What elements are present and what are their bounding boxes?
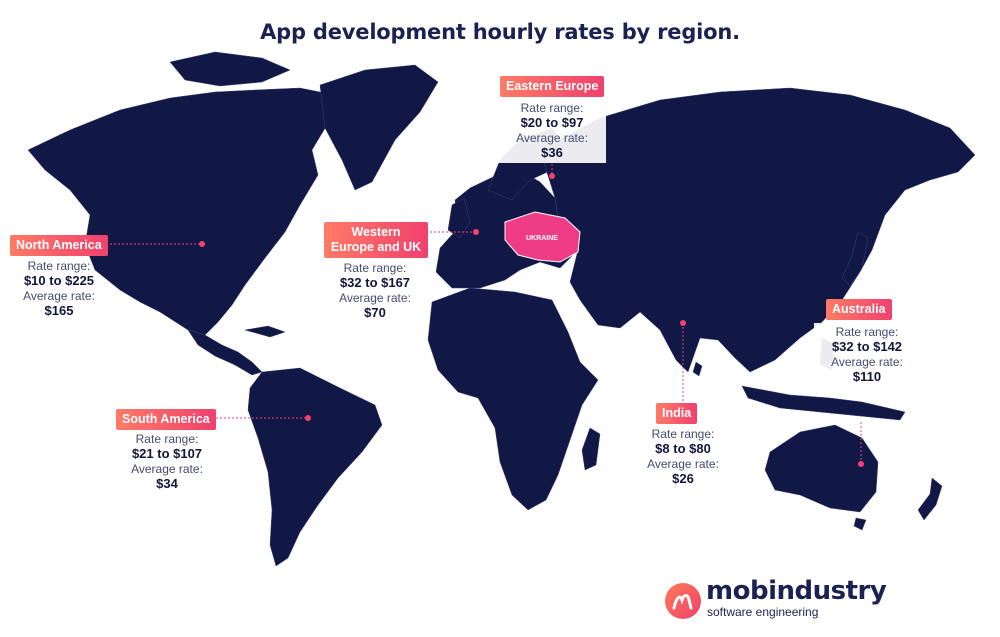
region-badge-eastern-europe: Eastern Europe	[500, 76, 605, 97]
new-zealand-landmass	[917, 477, 943, 521]
sri-lanka-landmass	[692, 361, 703, 377]
average-rate-label: Average rate:	[339, 291, 411, 305]
dot-south-america	[305, 415, 311, 421]
logo-tagline: software engineering	[707, 605, 819, 619]
average-rate-value: $110	[852, 369, 882, 384]
caribbean-islands	[244, 325, 286, 338]
region-badge-australia: Australia	[826, 299, 892, 320]
average-rate-value: $165	[44, 303, 74, 318]
rate-range-label: Rate range:	[520, 101, 584, 115]
asia-landmass	[539, 87, 976, 373]
location-dots	[199, 173, 864, 467]
dot-india	[680, 320, 686, 326]
continents	[27, 51, 976, 567]
tasmania-landmass	[853, 517, 867, 531]
madagascar-landmass	[581, 427, 601, 471]
region-card-south-america: Rate range: $21 to $107 Average rate: $3…	[118, 432, 216, 492]
rate-range-label: Rate range:	[835, 325, 899, 339]
average-rate-value: $36	[541, 145, 563, 160]
dot-western-europe	[473, 229, 479, 235]
rate-range-value: $10 to $225	[23, 273, 95, 288]
rate-range-value: $32 to $142	[831, 339, 903, 354]
mobindustry-logo-icon	[665, 583, 701, 619]
indonesia-islands	[741, 385, 906, 421]
rate-range-label: Rate range:	[651, 427, 715, 441]
ukraine-highlight	[504, 211, 581, 263]
region-card-australia: Rate range: $32 to $142 Average rate: $1…	[814, 323, 920, 387]
region-card-north-america: Rate range: $10 to $225 Average rate: $1…	[10, 259, 108, 319]
logo-name: mobindustry	[706, 576, 887, 606]
rate-range-value: $8 to $80	[655, 441, 711, 456]
average-rate-label: Average rate:	[831, 355, 903, 369]
average-rate-label: Average rate:	[516, 131, 588, 145]
region-card-india: Rate range: $8 to $80 Average rate: $26	[640, 427, 726, 487]
arctic-islands	[169, 51, 291, 87]
dot-eastern-europe	[549, 173, 555, 179]
region-badge-western-europe: Western Europe and UK	[324, 222, 428, 258]
australia-landmass	[764, 424, 879, 513]
dot-north-america	[199, 241, 205, 247]
average-rate-label: Average rate:	[647, 457, 719, 471]
region-badge-south-america: South America	[116, 409, 216, 430]
region-card-eastern-europe: Rate range: $20 to $97 Average rate: $36	[498, 99, 606, 163]
japan-landmass	[841, 231, 869, 287]
region-badge-india: India	[656, 403, 698, 424]
average-rate-value: $70	[364, 305, 386, 320]
region-card-western-europe: Rate range: $32 to $167 Average rate: $7…	[322, 261, 428, 321]
rate-range-label: Rate range:	[27, 259, 91, 273]
rate-range-value: $21 to $107	[131, 446, 203, 461]
average-rate-label: Average rate:	[23, 289, 95, 303]
south-america-landmass	[247, 367, 383, 567]
average-rate-value: $34	[156, 476, 178, 491]
north-america-landmass	[27, 87, 336, 336]
rate-range-value: $32 to $167	[339, 275, 411, 290]
average-rate-label: Average rate:	[131, 462, 203, 476]
dot-australia	[858, 461, 864, 467]
africa-landmass	[427, 287, 599, 511]
greenland-landmass	[319, 64, 439, 191]
rate-range-label: Rate range:	[343, 261, 407, 275]
rate-range-value: $20 to $97	[520, 115, 584, 130]
average-rate-value: $26	[672, 471, 694, 486]
ukraine-label: UKRAINE	[526, 235, 558, 242]
uk-landmass	[447, 197, 471, 239]
page-title: App development hourly rates by region.	[260, 20, 740, 44]
central-america-landmass	[187, 329, 263, 376]
region-badge-north-america: North America	[10, 235, 108, 256]
rate-range-label: Rate range:	[135, 432, 199, 446]
